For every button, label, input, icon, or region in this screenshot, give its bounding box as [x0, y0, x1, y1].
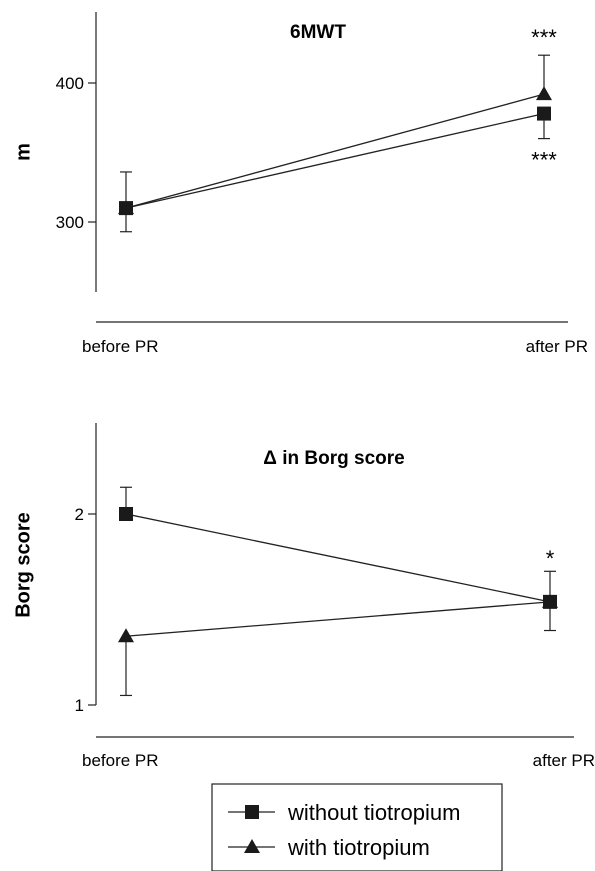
- y-axis-label: m: [12, 143, 34, 161]
- significance-annotation: *: [546, 546, 555, 571]
- legend-box: [211, 783, 503, 871]
- x-tick-label: after PR: [526, 337, 588, 356]
- significance-annotation: ***: [531, 147, 557, 172]
- x-tick-label: before PR: [82, 751, 159, 770]
- series-line-without-tiotropium: [125, 112, 545, 209]
- y-tick-label: 400: [56, 74, 84, 93]
- significance-annotation: ***: [531, 25, 557, 50]
- triangle-data-point: [118, 628, 134, 643]
- y-tick-label: 300: [56, 213, 84, 232]
- triangle-data-point: [536, 86, 552, 101]
- legend-label: with tiotropium: [287, 835, 430, 860]
- chart-title: Δ in Borg score: [263, 448, 404, 469]
- x-tick-label: before PR: [82, 337, 159, 356]
- series-line-with-tiotropium: [125, 601, 551, 637]
- y-tick-label: 1: [75, 696, 84, 715]
- y-axis-label: Borg score: [12, 512, 34, 618]
- legend-square-marker: [245, 805, 259, 819]
- series-line-without-tiotropium: [125, 513, 551, 603]
- legend-triangle-marker: [244, 839, 260, 853]
- chart-title: 6MWT: [290, 22, 346, 43]
- series-line-with-tiotropium: [125, 93, 545, 209]
- x-tick-label: after PR: [533, 751, 595, 770]
- legend-label: without tiotropium: [287, 800, 460, 825]
- triangle-data-point: [542, 593, 558, 608]
- triangle-data-point: [118, 200, 134, 215]
- y-tick-label: 2: [75, 505, 84, 524]
- square-data-point: [119, 507, 133, 521]
- square-data-point: [537, 106, 551, 121]
